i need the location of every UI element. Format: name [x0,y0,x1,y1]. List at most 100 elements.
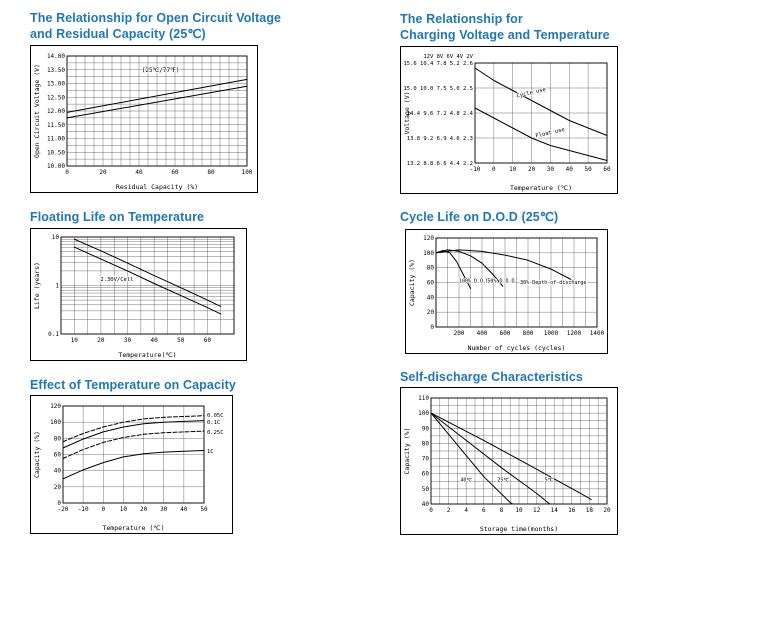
svg-text:0: 0 [57,500,61,507]
svg-text:12.00: 12.00 [47,108,65,115]
chart-frame-floating-life: 10 20 30 40 50 60 10 1 0.1 2.30V/Cell Temperature(… [30,228,247,362]
svg-text:30: 30 [547,166,555,173]
svg-text:20: 20 [54,484,62,491]
svg-text:100: 100 [423,250,434,257]
svg-text:6: 6 [482,507,486,514]
svg-text:14.4 9.6 7.2 4.8 2.4: 14.4 9.6 7.2 4.8 2.4 [407,111,474,117]
svg-text:110: 110 [418,395,429,402]
svg-text:14: 14 [551,507,559,514]
chart-title-floating-life: Floating Life on Temperature [30,210,205,224]
svg-text:200: 200 [454,330,465,337]
svg-text:40: 40 [180,506,188,513]
svg-text:2: 2 [447,507,451,514]
svg-text:10: 10 [71,337,79,344]
svg-text:20: 20 [528,166,536,173]
svg-text:100: 100 [242,169,253,176]
svg-text:80: 80 [427,265,435,272]
svg-text:13.00: 13.00 [47,80,65,87]
svg-text:0.25C: 0.25C [207,430,224,436]
svg-text:400: 400 [477,330,488,337]
svg-text:60: 60 [54,452,62,459]
svg-text:20: 20 [603,507,611,514]
svg-text:0: 0 [430,324,434,331]
svg-text:Open Circuit Voltage (V): Open Circuit Voltage (V) [33,64,41,158]
svg-text:Voltage (V): Voltage (V) [403,91,411,134]
svg-text:30: 30 [160,506,168,513]
svg-text:Temperature (℃): Temperature (℃) [102,524,164,532]
svg-text:Cycle use: Cycle use [516,86,546,99]
svg-text:50: 50 [200,506,208,513]
svg-text:50: 50 [585,166,593,173]
svg-text:11.00: 11.00 [47,135,65,142]
svg-text:Temperature(℃): Temperature(℃) [118,351,176,359]
chart-title-cycle-life: Cycle Life on D.O.D (25℃) [400,210,559,224]
svg-text:Capacity (%): Capacity (%) [408,259,416,306]
svg-text:100: 100 [50,419,61,426]
svg-text:1000: 1000 [544,330,559,337]
svg-text:90: 90 [422,426,430,433]
svg-text:60: 60 [171,169,179,176]
svg-text:60: 60 [427,280,435,287]
chart-frame-open-circuit-voltage: 0 20 40 60 80 100 14.00 13.50 13.00 12.50 12.00 11.… [30,44,258,193]
svg-text:40: 40 [151,337,159,344]
svg-text:40: 40 [54,468,62,475]
svg-text:40: 40 [566,166,574,173]
svg-text:20: 20 [99,169,107,176]
svg-text:Temperature (℃): Temperature (℃) [510,184,572,192]
svg-text:12V 8V 6V 4V 2V: 12V 8V 6V 4V 2V [423,54,473,60]
svg-text:18: 18 [586,507,594,514]
svg-text:70: 70 [422,456,430,463]
svg-text:Residual Capacity (%): Residual Capacity (%) [116,183,198,191]
svg-text:13.2 8.8 6.6 4.4 2.2: 13.2 8.8 6.6 4.4 2.2 [407,161,473,167]
svg-text:60: 60 [422,471,430,478]
floating-life-chart: 10 20 30 40 50 60 10 1 0.1 2.30V/Cell Temperature(… [33,234,235,359]
svg-text:30% Depth of discharge: 30% Depth of discharge [520,280,586,286]
svg-text:12: 12 [533,507,541,514]
svg-text:8: 8 [500,507,504,514]
cycle-life-chart: 200 400 600 800 1000 1200 14001201008060402001… [408,235,605,352]
svg-text:0: 0 [429,507,433,514]
svg-text:16: 16 [568,507,576,514]
chart-frame-self-discharge: 0 2 4 6 8 10 12 14 16 18 20 110 100 90 80 70 60 50 40 40℃ 25… [400,387,618,536]
svg-text:Life (years): Life (years) [33,262,41,309]
svg-text:40: 40 [135,169,143,176]
svg-text:40: 40 [427,295,435,302]
svg-text:1400: 1400 [590,330,605,337]
svg-text:800: 800 [523,330,534,337]
svg-text:2.30V/Cell: 2.30V/Cell [100,277,133,283]
svg-text:1200: 1200 [567,330,582,337]
chart-block-floating-life: Floating Life on Temperature 10 20 30 40 50 6… [30,209,247,366]
chart-frame-temperature-capacity: -20 -10 0 10 20 30 40 50 120 100 80 60 40 20 0 0.05C 0.1… [30,395,233,535]
chart-title-temperature-capacity: Effect of Temperature on Capacity [30,378,236,392]
svg-text:10: 10 [120,506,128,513]
chart-block-self-discharge: Self-discharge Characteristics 0 2 4 6 8 10 12… [400,369,618,540]
svg-text:(25℃/77℉): (25℃/77℉) [142,66,180,73]
svg-text:120: 120 [50,403,61,410]
chart-frame-cycle-life: 200 400 600 800 1000 1200 1400 120 100 80 60 40 20 0 1… [405,229,608,355]
svg-text:Capacity (%): Capacity (%) [403,428,411,475]
chart-title-self-discharge: Self-discharge Characteristics [400,370,583,384]
svg-text:100: 100 [418,410,429,417]
chart-title-open-circuit-voltage: The Relationship for Open Circuit Voltag… [30,11,282,42]
svg-text:0: 0 [65,169,69,176]
svg-text:10: 10 [52,234,60,241]
svg-text:Capacity (%): Capacity (%) [33,431,41,478]
svg-text:-10: -10 [470,166,481,173]
svg-text:30: 30 [124,337,132,344]
chart-block-cycle-life: Cycle Life on D.O.D (25℃) 200 400 600 800 10… [400,209,608,359]
svg-text:60: 60 [204,337,212,344]
svg-text:14.00: 14.00 [47,53,65,60]
svg-text:0.1: 0.1 [48,331,59,338]
svg-text:Number of cycles (cycles): Number of cycles (cycles) [468,344,566,352]
open-circuit-voltage-chart: 0 20 40 60 80 100 14.00 13.50 13.00 12.50 12.00 11.… [33,53,253,191]
self-discharge-chart: 0 2 4 6 8 10 12 14 16 18 20 110 100 90 80 70 60 50 40 40℃ 25… [403,395,611,533]
svg-text:Storage time(months): Storage time(months) [480,525,558,533]
svg-text:0: 0 [101,506,105,513]
svg-text:20: 20 [427,309,435,316]
svg-text:80: 80 [422,441,430,448]
svg-text:50: 50 [422,486,430,493]
svg-text:10: 10 [509,166,517,173]
svg-text:120: 120 [423,235,434,242]
svg-text:15.0 10.0 7.5 5.0 2.5: 15.0 10.0 7.5 5.0 2.5 [403,86,473,92]
chart-frame-charging-voltage: -10 0 10 20 30 40 50 60 15.6 10.4 7.8 5.2 2.6 15.… [400,45,618,194]
